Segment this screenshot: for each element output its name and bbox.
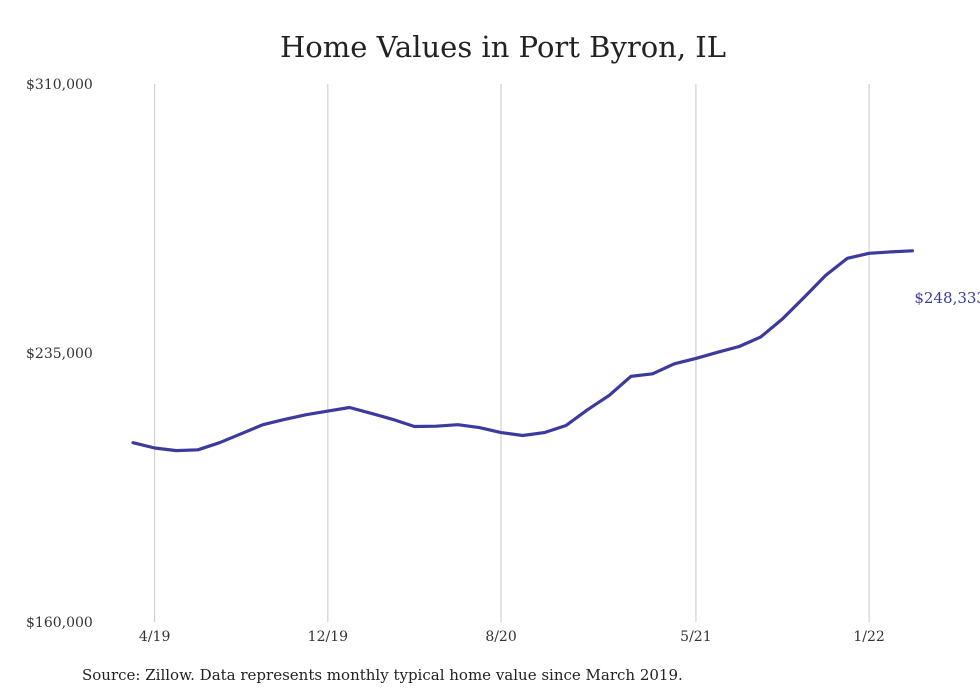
end-value-label: $248,333 (914, 289, 980, 307)
chart-title: Home Values in Port Byron, IL (280, 30, 726, 64)
x-tick-label: 1/22 (853, 629, 884, 645)
source-note: Source: Zillow. Data represents monthly … (82, 666, 683, 684)
axis-labels: 4/19 12/19 8/20 5/21 1/22 $310,000 $235,000 $16… (26, 77, 885, 645)
grid-lines (154, 84, 870, 622)
x-tick-label: 5/21 (680, 629, 711, 645)
y-tick-label: $310,000 (26, 77, 93, 93)
series-line (131, 249, 915, 453)
x-tick-label: 12/19 (308, 629, 348, 645)
y-tick-label: $160,000 (26, 615, 93, 631)
line-chart: 4/19 12/19 8/20 5/21 1/22 $310,000 $235,000 $16… (26, 77, 980, 645)
x-tick-label: 8/20 (485, 629, 516, 645)
y-tick-label: $235,000 (26, 346, 93, 362)
series-layer: $248,333 (131, 249, 980, 453)
x-tick-label: 4/19 (139, 629, 170, 645)
